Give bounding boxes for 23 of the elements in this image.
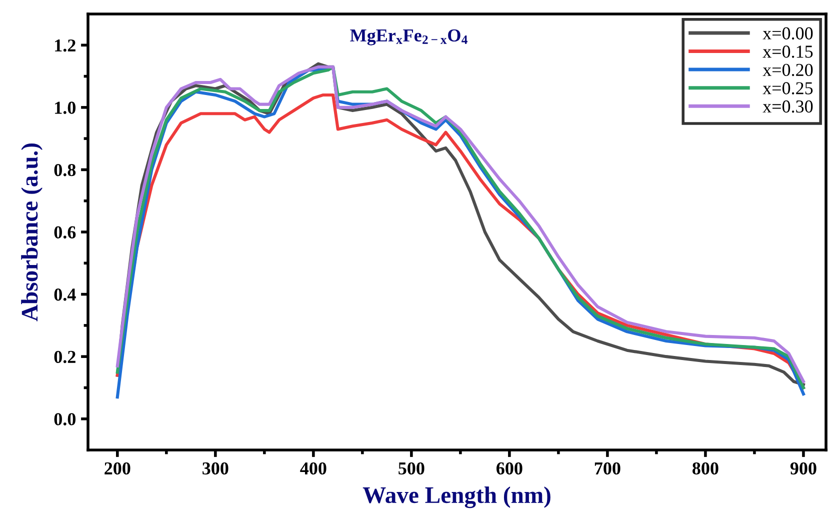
x-tick-label: 300 [202, 462, 228, 475]
y-tick-label: 0.2 [54, 350, 76, 364]
x-tick-label: 400 [300, 462, 326, 475]
legend-label: x=0.30 [762, 100, 813, 113]
x-axis-title: Wave Length (nm) [362, 486, 550, 508]
text: MgEr$_{x}$Fe$_{2−x}$O$_{4}$ [350, 29, 468, 46]
x-tick-label: 800 [692, 462, 718, 475]
x-tick-label: 500 [398, 462, 424, 475]
y-tick-label: 0.0 [54, 413, 76, 426]
y-tick-label: 0.8 [54, 164, 76, 176]
legend-label: x=0.15 [762, 46, 813, 58]
legend-label: x=0.00 [762, 27, 813, 40]
y-axis-title: Absorbance (a.u.) [21, 144, 43, 322]
y-tick-label: 1.0 [55, 102, 76, 114]
x-tick-label: 600 [496, 462, 522, 475]
x-tick-label: 200 [104, 462, 130, 475]
y-tick-label: 0.4 [54, 288, 76, 301]
y-tick-label: 1.2 [55, 39, 76, 52]
legend-label: x=0.25 [762, 82, 813, 94]
x-tick-label: 900 [790, 462, 816, 475]
y-tick-label: 0.6 [54, 226, 76, 239]
legend-label: x=0.20 [762, 64, 813, 76]
x-tick-label: 700 [594, 462, 620, 475]
